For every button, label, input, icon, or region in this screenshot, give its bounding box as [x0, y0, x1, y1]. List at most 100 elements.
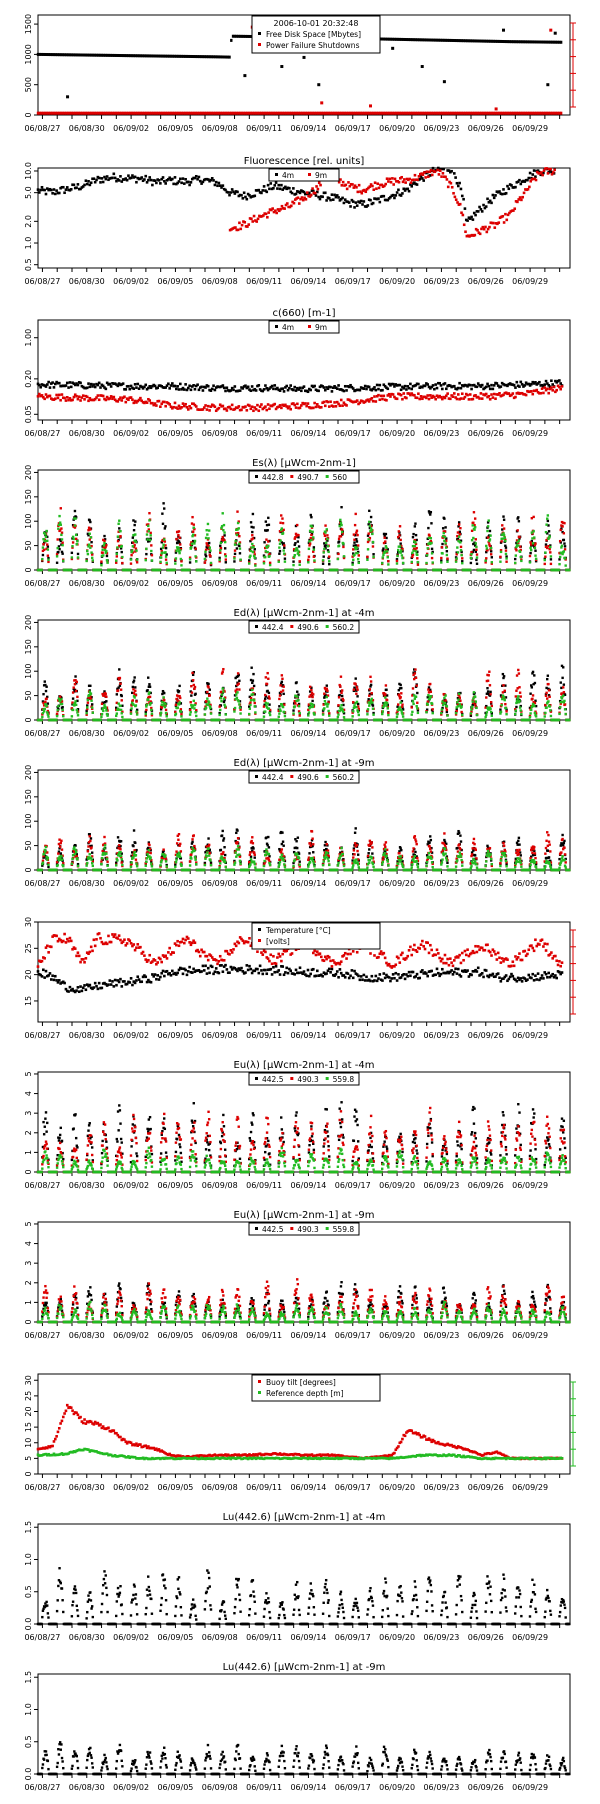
data-point [251, 385, 254, 388]
data-point [103, 542, 105, 544]
data-point [545, 523, 547, 525]
data-point [285, 385, 288, 388]
data-point [545, 167, 548, 170]
y-tick-label: 100 [24, 514, 33, 529]
data-point [281, 527, 283, 529]
data-point [473, 528, 475, 530]
data-point [97, 384, 100, 387]
data-point [257, 218, 260, 221]
data-point [424, 385, 427, 388]
data-point [388, 178, 391, 181]
data-point [215, 181, 218, 184]
data-point [424, 176, 427, 179]
data-point [470, 388, 473, 391]
data-point [489, 530, 491, 532]
data-point [189, 558, 191, 560]
data-point [377, 388, 380, 391]
data-point [396, 560, 398, 562]
data-point [474, 526, 476, 528]
data-point [73, 184, 76, 187]
data-point [396, 397, 399, 400]
data-point [247, 386, 250, 389]
data-point [392, 383, 395, 386]
data-point [366, 556, 368, 558]
data-point [266, 529, 268, 531]
data-point [195, 560, 197, 562]
data-point [396, 555, 398, 557]
data-point [50, 189, 53, 192]
data-point [433, 388, 436, 391]
data-point [476, 556, 478, 558]
data-point [188, 184, 191, 187]
data-point [410, 569, 412, 571]
data-point [279, 543, 281, 545]
data-point [183, 388, 186, 391]
data-point [329, 199, 332, 202]
data-point [89, 533, 91, 535]
data-point [429, 513, 431, 515]
data-point [218, 569, 220, 571]
data-point [95, 179, 98, 182]
data-point [356, 552, 358, 554]
data-point [265, 191, 268, 194]
data-point [276, 187, 279, 190]
data-point [264, 556, 266, 558]
data-point [284, 560, 286, 562]
y-tick-label: 0.5 [24, 258, 33, 271]
data-point [455, 198, 458, 201]
data-point [288, 187, 291, 190]
data-point [382, 554, 384, 556]
data-point [293, 386, 296, 389]
data-point [339, 178, 342, 181]
x-tick-label: 06/09/11 [246, 579, 282, 588]
data-point [354, 524, 356, 526]
data-point [46, 383, 49, 386]
data-point [219, 552, 221, 554]
data-point [550, 386, 553, 389]
data-point [298, 554, 300, 556]
data-point [358, 184, 361, 187]
data-point [417, 561, 419, 563]
data-point [253, 195, 256, 198]
data-point [130, 562, 132, 564]
data-point [489, 534, 491, 536]
data-point [521, 383, 524, 386]
data-point [414, 522, 416, 524]
data-point [148, 176, 151, 179]
data-point [460, 554, 462, 556]
data-point [543, 569, 545, 571]
data-point [550, 379, 553, 382]
data-point [346, 188, 349, 191]
data-point [518, 539, 520, 541]
data-point [472, 524, 474, 526]
data-point [561, 525, 563, 527]
data-point [204, 404, 207, 407]
data-point [434, 398, 437, 401]
data-point [124, 388, 127, 391]
data-point [313, 556, 315, 558]
data-marks [37, 379, 564, 412]
data-point [57, 551, 59, 553]
data-point [102, 181, 105, 184]
x-tick-label: 06/09/17 [335, 277, 371, 286]
data-point [281, 387, 284, 390]
data-point [356, 547, 358, 549]
data-point [119, 535, 121, 537]
data-point [430, 542, 432, 544]
data-point [412, 178, 415, 181]
data-point [272, 187, 275, 190]
data-point [77, 384, 80, 387]
data-point [432, 384, 435, 387]
data-point [307, 561, 309, 563]
data-point [252, 513, 254, 515]
data-point [411, 556, 413, 558]
data-point [226, 409, 229, 412]
data-point [563, 550, 565, 552]
data-point [159, 182, 162, 185]
data-point [568, 569, 570, 571]
data-point [234, 553, 236, 555]
data-point [445, 546, 447, 548]
data-point [175, 538, 177, 540]
data-point [288, 387, 291, 390]
data-point [171, 382, 174, 385]
